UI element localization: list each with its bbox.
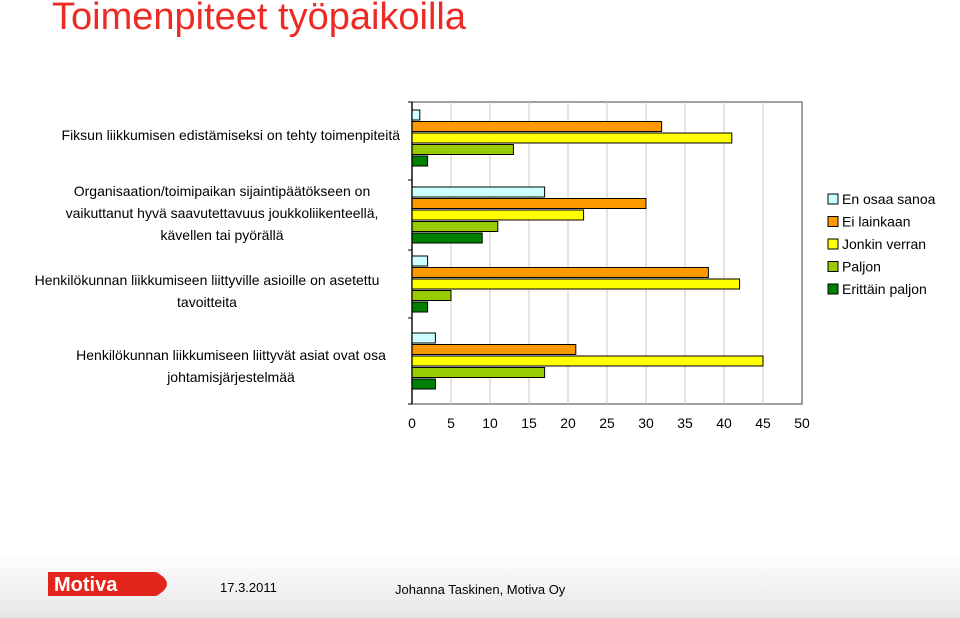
legend-swatch xyxy=(827,261,839,272)
bar-4-1 xyxy=(411,332,436,344)
legend-swatch xyxy=(827,283,839,295)
legend-label: Erittäin paljon xyxy=(842,281,927,297)
x-tick-label: 25 xyxy=(599,415,615,431)
x-tick-label: 5 xyxy=(447,415,455,431)
bars xyxy=(411,109,764,390)
bar-3-2 xyxy=(411,267,709,278)
x-tick-label: 50 xyxy=(794,415,810,431)
x-tick-label: 45 xyxy=(755,415,771,431)
x-tick-label: 30 xyxy=(638,415,654,431)
category-label: Henkilökunnan liikkumiseen liittyvät asi… xyxy=(76,347,386,385)
x-tick-label: 20 xyxy=(560,415,576,431)
category-label: Henkilökunnan liikkumiseen liittyville a… xyxy=(35,272,380,310)
legend: En osaa sanoa Ei lainkaan Jonkin verran Pal… xyxy=(827,191,936,297)
x-tick-label: 0 xyxy=(408,415,416,431)
bar-3-1 xyxy=(411,255,429,267)
footer-author: Johanna Taskinen, Motiva Oy xyxy=(395,582,566,597)
motiva-logo: Motiva xyxy=(48,572,167,596)
bar-1-3 xyxy=(411,132,733,144)
bar-3-5 xyxy=(411,301,429,313)
footer: Motiva 17.3.2011 Johanna Taskinen, Motiv… xyxy=(0,552,960,618)
x-tick-label: 35 xyxy=(677,415,693,431)
bar-4-4 xyxy=(411,367,546,378)
legend-label: Jonkin verran xyxy=(842,236,926,252)
bar-2-5 xyxy=(411,232,483,244)
legend-swatch xyxy=(827,238,839,250)
category-labels: Fiksun liikkumisen edistämiseksi on teht… xyxy=(35,127,401,385)
x-tick-label: 40 xyxy=(716,415,732,431)
bar-2-1 xyxy=(411,186,546,198)
legend-swatch xyxy=(827,193,839,205)
bar-2-2 xyxy=(411,198,647,209)
category-label: Fiksun liikkumisen edistämiseksi on teht… xyxy=(62,127,401,143)
bar-1-2 xyxy=(411,121,663,132)
logo-text: Motiva xyxy=(54,574,118,596)
bar-chart: 0 5 10 15 20 25 30 35 40 45 50 Fiksun liikkumisen … xyxy=(35,101,936,431)
bar-1-1 xyxy=(411,109,421,121)
bar-2-4 xyxy=(411,221,499,232)
bar-3-3 xyxy=(411,278,741,290)
bar-1-4 xyxy=(411,144,514,155)
legend-label: Paljon xyxy=(842,259,881,275)
axes xyxy=(408,101,413,405)
footer-date: 17.3.2011 xyxy=(220,580,277,595)
legend-label: En osaa sanoa xyxy=(842,191,936,207)
bar-4-5 xyxy=(411,378,436,390)
bar-1-5 xyxy=(411,155,429,167)
legend-swatch xyxy=(827,216,839,227)
x-tick-labels: 0 5 10 15 20 25 30 35 40 45 50 xyxy=(408,415,810,431)
legend-label: Ei lainkaan xyxy=(842,214,911,230)
x-tick-label: 10 xyxy=(482,415,498,431)
bar-2-3 xyxy=(411,209,585,221)
x-tick-label: 15 xyxy=(521,415,537,431)
bar-4-3 xyxy=(411,355,764,367)
category-label: Organisaation/toimipaikan sijaintipäätök… xyxy=(66,183,379,243)
slide-title: Toimenpiteet työpaikoilla xyxy=(52,0,467,38)
bar-4-2 xyxy=(411,344,577,355)
bar-3-4 xyxy=(411,290,452,301)
